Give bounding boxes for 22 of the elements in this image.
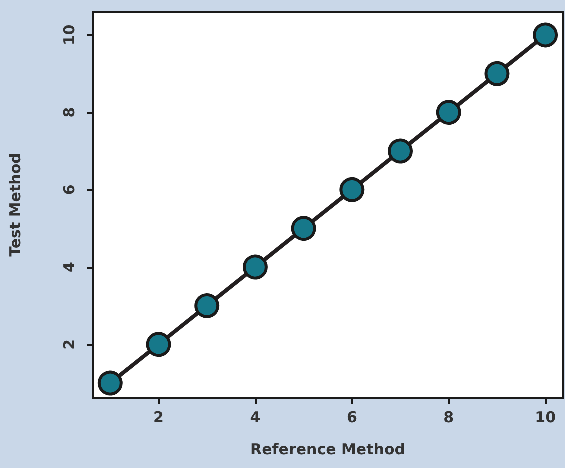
x-tick-label: 10 [535, 408, 556, 426]
point [242, 254, 268, 280]
y-tick-label: 6 [60, 184, 78, 196]
point [291, 216, 316, 242]
point [484, 61, 510, 86]
point [388, 138, 414, 164]
x-tick-label: 2 [154, 408, 164, 426]
point [146, 332, 172, 358]
y-tick-label: 10 [60, 24, 78, 46]
point [98, 370, 123, 396]
x-tick-label: 4 [250, 408, 261, 426]
point [436, 100, 462, 126]
x-tick-label: 8 [444, 408, 454, 426]
y-tick-label: 4 [60, 262, 78, 272]
x-tick-label: 6 [346, 408, 358, 426]
point [194, 293, 220, 318]
point [533, 22, 558, 48]
y-tick-label: 8 [60, 107, 78, 118]
y-tick-label: 2 [60, 339, 78, 350]
x-axis-title: Reference Method [250, 440, 406, 458]
y-axis-title: Test Method [6, 153, 24, 257]
point [340, 177, 365, 202]
